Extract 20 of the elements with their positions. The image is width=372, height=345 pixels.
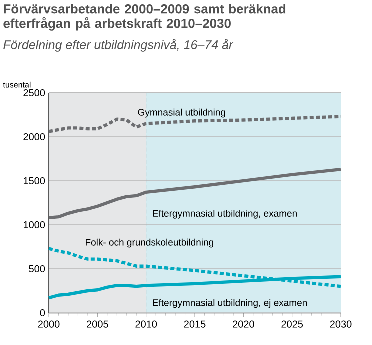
y-tick-label: 1500 [24, 177, 46, 185]
chart-subtitle: Fördelning efter utbildningsnivå, 16–74 år [4, 39, 234, 52]
x-tick-label: 2020 [233, 320, 254, 328]
y-tick-label: 0 [40, 309, 46, 317]
x-tick-label: 2000 [38, 320, 60, 328]
series-label: Gymnasial utbildning [138, 108, 226, 118]
x-tick-label: 2030 [330, 320, 352, 328]
y-tick-label: 1000 [24, 221, 46, 229]
series-label: Eftergymnasial utbildning, ej examen [153, 299, 308, 308]
y-tick-label: 2000 [24, 133, 46, 141]
series-label: Eftergymnasial utbildning, examen [153, 210, 297, 219]
x-tick-label: 2015 [184, 320, 206, 328]
x-tick-label: 2010 [136, 320, 158, 328]
x-tick-label: 2005 [87, 320, 108, 328]
y-tick-label: 500 [29, 265, 46, 273]
chart-title: Förvärvsarbetande 2000–2009 samt beräknad efterfrågan på arbetskraft 2010–2030 [4, 4, 286, 31]
series-label: Folk- och grundskoleutbildning [86, 238, 214, 248]
y-axis-title: tusental [3, 82, 31, 88]
x-tick-label: 2025 [282, 320, 304, 328]
y-tick-label: 2500 [24, 89, 46, 97]
